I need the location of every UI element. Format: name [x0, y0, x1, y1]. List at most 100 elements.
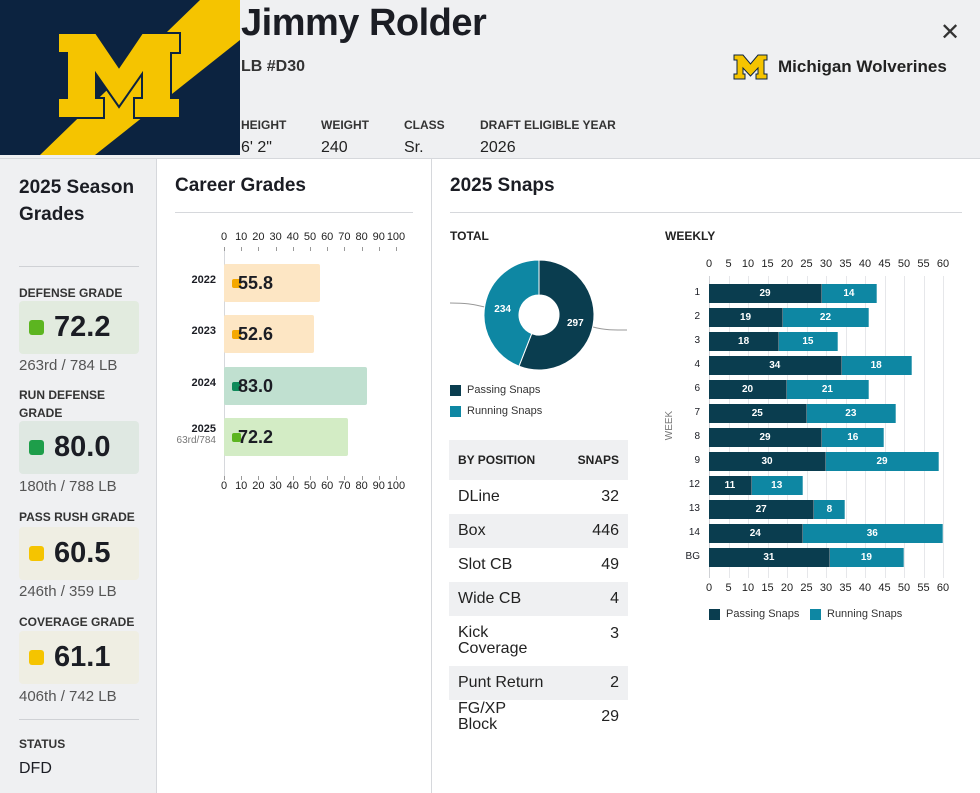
tick-mark [396, 476, 397, 480]
x-tick-label: 20 [780, 582, 794, 594]
grade-indicator-icon [29, 440, 44, 455]
divider [450, 212, 962, 213]
gridline [826, 276, 827, 578]
x-tick-label: 25 [800, 582, 813, 594]
grade-box: 72.2 [19, 301, 139, 354]
x-tick-label: 50 [303, 480, 317, 492]
gridline [748, 276, 749, 578]
weekly-legend-running: Running Snaps [810, 608, 902, 620]
x-tick-label: 15 [761, 582, 774, 594]
x-tick-label: 20 [252, 231, 265, 243]
position-table-header: BY POSITION SNAPS [449, 440, 628, 480]
grade-value: 60.5 [54, 537, 111, 569]
gridline [884, 276, 886, 578]
grade-dot-icon [232, 330, 241, 340]
bar-segment-passing: 34 [709, 356, 842, 375]
legend-label: Passing Snaps [726, 608, 800, 620]
season-grades-sidebar [0, 159, 157, 793]
x-tick-label: 0 [220, 480, 228, 492]
player-position: LB #D30 [241, 58, 306, 75]
tick-mark [258, 247, 260, 251]
michigan-m-icon [733, 54, 768, 80]
tick-mark [396, 247, 397, 251]
bar-segment-running: 15 [779, 332, 838, 351]
x-tick-label: 60 [936, 258, 950, 270]
tick-mark [224, 247, 225, 251]
grade-rank: 180th / 788 LB [19, 478, 117, 495]
tick-mark [361, 476, 363, 480]
gridline [806, 276, 808, 578]
tick-mark [241, 247, 243, 251]
week-label: 7 [694, 407, 700, 418]
tick-mark [292, 476, 294, 480]
x-tick-label: 50 [897, 258, 911, 270]
position-name: Box [458, 522, 486, 539]
bar-segment-running: 23 [806, 404, 897, 423]
snaps-title: 2025 Snaps [450, 175, 555, 196]
position-name: Punt Return [458, 674, 544, 691]
gridline [923, 276, 925, 578]
x-tick-label: 30 [819, 582, 833, 594]
position-row: Wide CB 4 [449, 582, 628, 616]
x-tick-label: 40 [858, 582, 872, 594]
grade-label: RUN DEFENSE GRADE [19, 388, 106, 420]
close-icon[interactable]: ✕ [940, 19, 961, 46]
week-label: 3 [694, 335, 700, 346]
x-tick-label: 35 [839, 258, 852, 270]
column-divider [431, 159, 432, 793]
running-swatch [810, 608, 821, 620]
week-label: 6 [694, 383, 700, 394]
grade-value: 52.6 [238, 324, 274, 345]
grade-value: 83.0 [238, 375, 274, 396]
grade-indicator-icon [29, 320, 44, 335]
position-row: FG/XP Block 29 [449, 700, 628, 734]
x-tick-label: 10 [741, 258, 755, 270]
player-name: Jimmy Rolder [241, 2, 487, 44]
position-name: Slot CB [458, 556, 513, 573]
grade-box: 80.0 [19, 421, 139, 474]
gridline [904, 276, 905, 578]
x-tick-label: 45 [878, 582, 891, 594]
bar-segment-passing: 30 [709, 452, 826, 471]
x-tick-label: 90 [372, 480, 385, 492]
grade-box: 60.5 [19, 527, 139, 580]
height-value: 6' 2" [241, 139, 272, 156]
grade-rank: 406th / 742 LB [19, 688, 117, 705]
height-label: HEIGHT [241, 118, 287, 132]
x-tick-label: 0 [705, 258, 713, 270]
grade-label: PASS RUSH GRADE [19, 510, 135, 524]
bar-segment-passing: 20 [709, 380, 787, 399]
gridline [865, 276, 866, 578]
grade-bar [224, 417, 349, 456]
position-snaps: 49 [601, 556, 619, 573]
position-snaps: 446 [592, 522, 619, 539]
x-tick-label: 90 [372, 231, 385, 243]
bar-segment-running: 18 [841, 356, 912, 375]
grade-value: 72.2 [54, 311, 111, 343]
tick-mark [344, 476, 346, 480]
grade-dot-icon [232, 432, 241, 442]
x-tick-label: 30 [819, 258, 833, 270]
grade-rank: 246th / 359 LB [19, 583, 117, 600]
draft-year-value: 2026 [480, 139, 516, 156]
grade-value: 55.8 [238, 273, 274, 293]
position-row: Kick Coverage 3 [449, 616, 628, 666]
position-row: Slot CB 49 [449, 548, 628, 582]
leader-line [592, 326, 628, 331]
year-rank: 63rd/784 [176, 434, 216, 446]
bar-segment-passing: 24 [709, 524, 803, 543]
grade-dot-icon [232, 381, 241, 391]
week-label: BG [685, 551, 700, 562]
x-tick-label: 100 [386, 480, 406, 492]
position-snaps: 2 [610, 674, 619, 691]
career-grades-title: Career Grades [175, 175, 306, 196]
status-label: STATUS [19, 737, 66, 751]
x-tick-label: 0 [220, 231, 228, 243]
position-row: Punt Return 2 [449, 666, 628, 700]
grade-indicator-icon [29, 650, 44, 665]
bar-segment-passing: 29 [709, 284, 823, 303]
week-label: 13 [688, 503, 700, 514]
bar-segment-passing: 11 [709, 476, 752, 495]
x-tick-label: 80 [355, 480, 368, 492]
divider [19, 266, 139, 267]
